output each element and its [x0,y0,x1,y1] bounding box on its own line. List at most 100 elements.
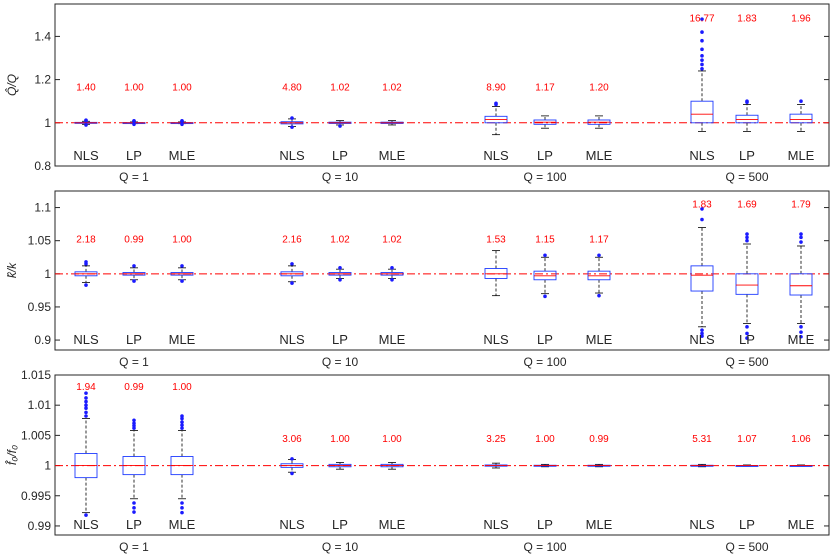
method-label: LP [537,517,553,532]
outlier-point [290,471,294,476]
ratio-label: 1.79 [791,200,811,211]
outlier-point [290,262,294,266]
axes-frame [54,3,830,167]
outlier-point [132,421,136,426]
box-iqr [690,265,714,292]
box-mle [587,463,611,468]
outlier-point [799,232,803,236]
group-label: Q = 10 [322,355,359,369]
group-label: Q = 500 [725,540,768,554]
outlier-point [290,125,294,129]
outlier-point [132,122,136,127]
outlier-point [180,506,184,510]
outlier-point [180,420,184,424]
ratio-label: 1.00 [172,82,192,93]
axes-frame [54,374,830,536]
method-label: NLS [483,517,509,532]
box-iqr [789,113,813,124]
outlier-point [132,418,136,423]
method-label: MLE [586,517,613,532]
outlier-point [338,124,342,128]
outlier-point [180,264,184,268]
box-mle [170,119,194,127]
method-label: MLE [379,148,406,163]
outlier-point [700,331,704,336]
box-nls [74,118,98,127]
method-label: LP [126,332,142,347]
box-lp [122,264,146,283]
box-mle [587,253,611,298]
outlier-point [700,58,704,62]
method-label: MLE [788,148,815,163]
y-tick-label: 1.015 [21,368,51,382]
box-nls [280,262,304,285]
y-tick-label: 1.2 [34,73,51,87]
box-nls [690,463,714,468]
group-label: Q = 100 [523,170,566,184]
box-nls [74,260,98,287]
box-mle [789,232,813,339]
outlier-point [84,123,88,127]
method-label: LP [537,148,553,163]
method-label: MLE [379,517,406,532]
outlier-point [799,325,803,329]
ratio-label: 5.31 [692,434,712,445]
ratio-label: 1.94 [76,382,96,393]
outlier-point [700,334,704,338]
outlier-point [84,118,88,123]
box-nls [690,17,714,132]
box-lp [735,232,759,340]
method-label: LP [739,148,755,163]
box-mle [380,266,404,282]
y-tick-label: 1.01 [28,398,52,412]
method-label: NLS [73,148,99,163]
ratio-label: 1.83 [692,200,712,211]
outlier-point [84,513,88,517]
y-tick-label: 0.8 [34,159,51,173]
group-label: Q = 1 [119,540,149,554]
outlier-point [745,238,749,243]
box-iqr [690,100,714,124]
outlier-point [799,334,803,339]
box-nls [74,391,98,517]
box-lp [328,462,352,470]
outlier-point [799,235,803,240]
box-nls [484,250,508,297]
box-iqr [789,273,813,296]
box-lp [328,120,352,128]
group-label: Q = 100 [523,540,566,554]
outlier-point [700,30,704,34]
ratio-label: 1.06 [791,434,811,445]
box-lp [122,418,146,514]
outlier-point [132,501,136,505]
ratio-label: 1.69 [737,200,757,211]
ratio-label: 8.90 [486,82,506,93]
ratio-label: 1.00 [172,235,192,246]
outlier-point [338,266,342,270]
method-label: NLS [483,148,509,163]
outlier-point [180,510,184,515]
ratio-label: 1.40 [76,82,96,93]
method-label: LP [537,332,553,347]
group-label: Q = 500 [725,170,768,184]
method-label: NLS [689,148,715,163]
box-lp [122,119,146,127]
outlier-point [700,62,704,67]
ratio-label: 0.99 [124,235,144,246]
method-label: NLS [73,517,99,532]
outlier-point [597,293,601,298]
box-lp [735,464,759,467]
group-label: Q = 1 [119,170,149,184]
method-label: LP [332,332,348,347]
box-mle [170,264,194,283]
y-tick-label: 1.4 [34,29,51,43]
ratio-label: 1.96 [791,13,811,24]
box-nls [280,457,304,476]
outlier-point [338,277,342,282]
outlier-point [700,54,704,58]
outlier-point [84,391,88,395]
y-tick-label: 1.05 [28,234,52,248]
method-label: LP [739,332,755,347]
method-label: MLE [379,332,406,347]
outlier-point [132,264,136,268]
